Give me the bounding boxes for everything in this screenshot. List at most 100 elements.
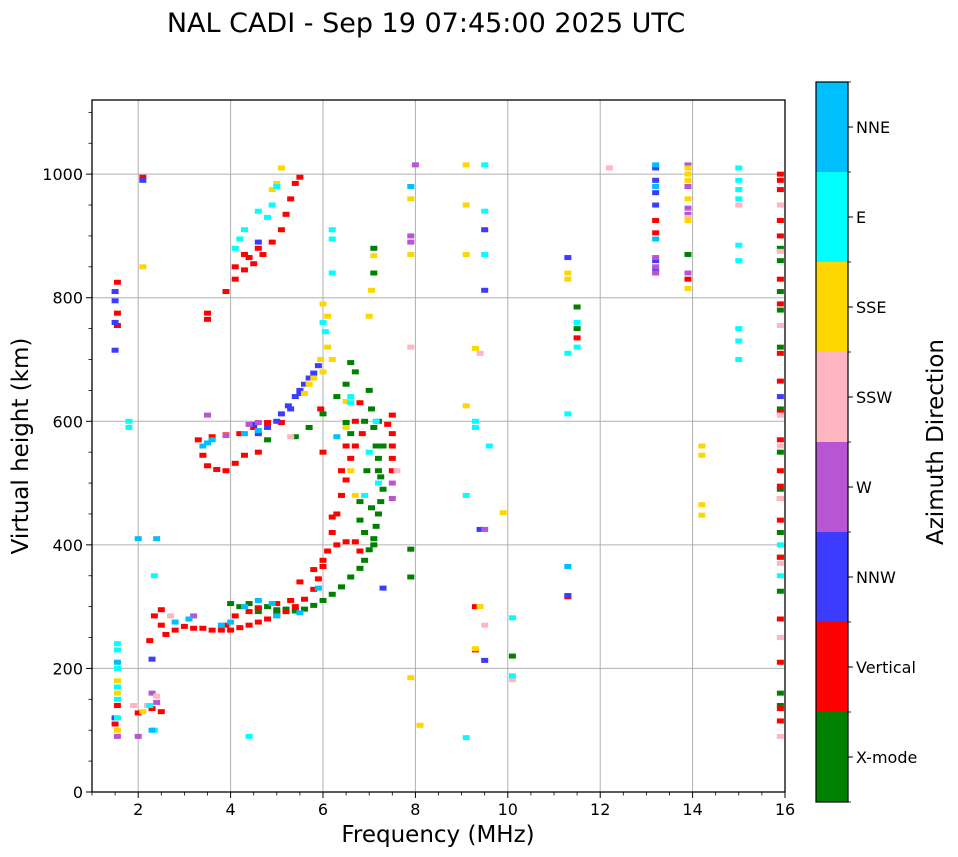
data-point	[776, 554, 784, 560]
data-point	[157, 622, 165, 628]
data-point	[481, 287, 489, 293]
data-point	[698, 502, 706, 508]
data-point	[564, 411, 572, 417]
data-point	[776, 616, 784, 622]
data-point	[167, 613, 175, 619]
data-point	[245, 733, 253, 739]
data-point	[776, 468, 784, 474]
data-point	[153, 699, 161, 705]
data-point	[407, 574, 415, 580]
data-point	[481, 251, 489, 257]
data-point	[370, 270, 378, 276]
data-point	[365, 449, 373, 455]
data-point	[735, 357, 743, 362]
data-point	[296, 174, 304, 180]
data-point	[342, 381, 350, 387]
data-point	[684, 184, 692, 189]
data-point	[324, 548, 332, 554]
data-point	[111, 347, 119, 353]
data-point	[139, 174, 147, 180]
data-point	[199, 625, 207, 631]
data-point	[573, 319, 581, 325]
data-point	[150, 613, 158, 619]
data-point	[301, 381, 309, 387]
data-point	[342, 539, 350, 545]
data-point	[268, 601, 276, 607]
data-point	[264, 604, 272, 610]
y-tick-label: 600	[52, 412, 83, 431]
data-point	[217, 627, 225, 633]
data-point	[361, 492, 369, 498]
x-tick-label: 10	[498, 800, 518, 819]
data-point	[227, 619, 235, 625]
data-point	[776, 718, 784, 724]
data-point	[776, 573, 784, 579]
data-point	[776, 307, 784, 313]
data-point	[476, 526, 484, 532]
data-point	[113, 703, 121, 708]
data-point	[317, 406, 325, 412]
data-point	[776, 258, 784, 264]
data-point	[776, 483, 784, 489]
data-point	[328, 514, 336, 520]
data-point	[684, 211, 692, 217]
data-point	[254, 239, 262, 245]
data-point	[370, 253, 378, 259]
data-point	[377, 499, 385, 505]
data-point	[277, 411, 285, 417]
data-point	[776, 588, 784, 594]
data-point	[277, 227, 285, 233]
data-point	[356, 548, 364, 554]
data-point	[113, 715, 121, 721]
data-point	[268, 187, 276, 193]
data-point	[287, 434, 295, 440]
data-point	[113, 659, 121, 665]
colorbar-swatch	[816, 622, 848, 712]
data-point	[213, 466, 221, 472]
data-point	[319, 369, 327, 375]
data-point	[471, 646, 479, 652]
x-tick-label: 14	[682, 800, 702, 819]
x-tick-label: 6	[318, 800, 328, 819]
data-point	[476, 350, 484, 356]
data-point	[113, 310, 121, 316]
data-point	[310, 602, 318, 608]
data-point	[130, 703, 138, 708]
data-point	[776, 344, 784, 350]
data-point	[652, 217, 660, 223]
data-point	[264, 424, 272, 430]
data-point	[776, 496, 784, 502]
data-point	[652, 162, 660, 168]
data-point	[324, 344, 332, 350]
data-point	[776, 177, 784, 183]
data-point	[776, 394, 784, 400]
data-point	[287, 597, 295, 603]
data-point	[374, 468, 382, 474]
data-point	[361, 530, 369, 535]
data-point	[388, 431, 396, 437]
data-point	[139, 709, 147, 715]
data-point	[735, 242, 743, 248]
data-point	[407, 233, 415, 239]
colorbar-tick-label: W	[856, 478, 872, 497]
data-point	[776, 486, 784, 492]
data-point	[287, 196, 295, 202]
data-point	[776, 301, 784, 307]
data-point	[508, 615, 516, 621]
data-point	[356, 499, 364, 505]
data-point	[254, 449, 262, 455]
data-point	[351, 492, 359, 498]
data-point	[735, 196, 743, 202]
data-point	[407, 344, 415, 350]
data-point	[199, 452, 207, 458]
data-point	[684, 251, 692, 257]
data-point	[388, 496, 396, 502]
data-point	[301, 390, 309, 396]
data-point	[698, 452, 706, 458]
data-point	[125, 418, 133, 424]
series-nne	[113, 162, 660, 733]
data-point	[111, 721, 119, 727]
data-point	[113, 279, 121, 285]
data-point	[776, 690, 784, 696]
